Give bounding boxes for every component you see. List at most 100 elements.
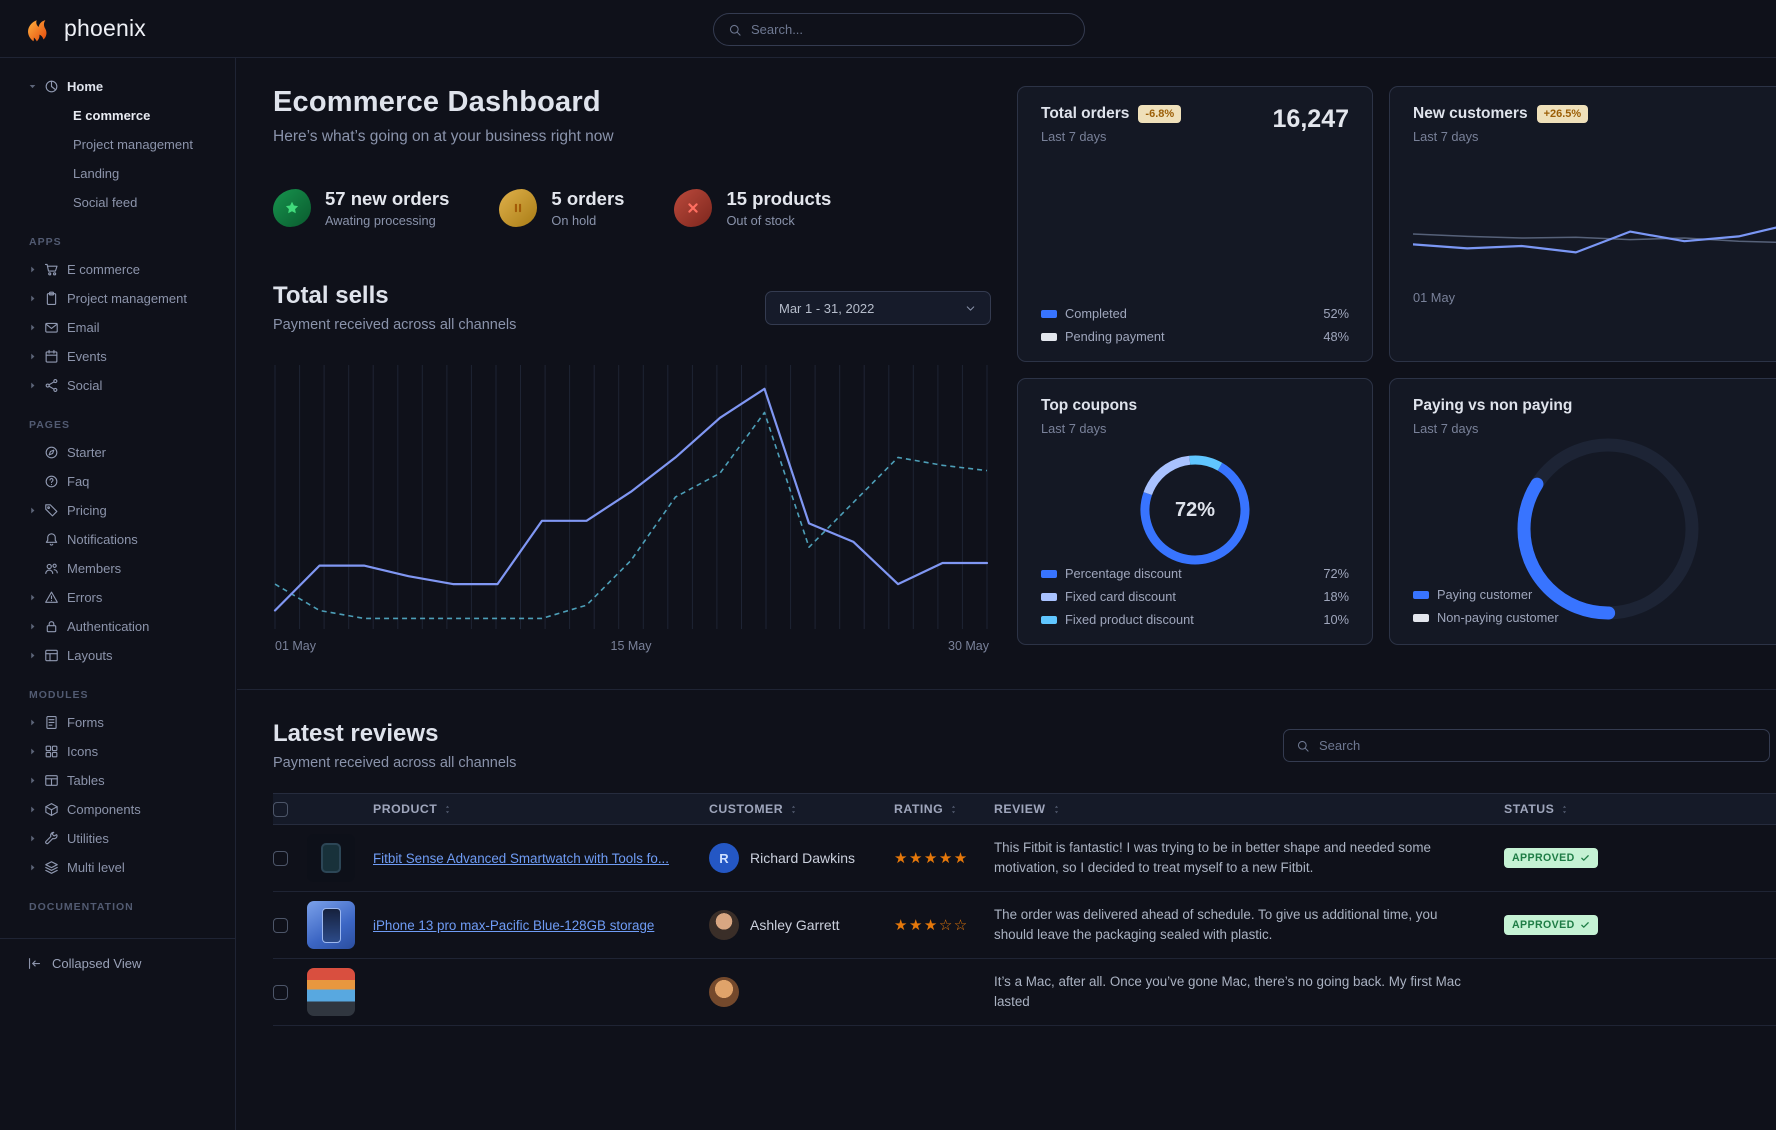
sidebar-item-components[interactable]: Components bbox=[0, 795, 235, 824]
sidebar-item-utilities[interactable]: Utilities bbox=[0, 824, 235, 853]
review-text: It’s a Mac, after all. Once you’ve gone … bbox=[994, 973, 1461, 1009]
sidebar-item-e-commerce[interactable]: E commerce bbox=[0, 101, 235, 130]
compass-icon bbox=[44, 445, 67, 460]
donut-center-value: 72% bbox=[1174, 498, 1216, 521]
sidebar-item-label: Members bbox=[67, 561, 122, 576]
reviews-search-input[interactable] bbox=[1319, 738, 1757, 753]
sidebar-item-e-commerce[interactable]: E commerce bbox=[0, 255, 235, 284]
sidebar-section-label-pages: PAGES bbox=[29, 419, 70, 431]
collapse-icon bbox=[27, 956, 42, 971]
sort-icon bbox=[1051, 804, 1062, 815]
stat-on-hold: 5 orders On hold bbox=[499, 188, 624, 228]
sidebar-item-multi-level[interactable]: Multi level bbox=[0, 853, 235, 882]
legend-item-fixed-card-discount: Fixed card discount 18% bbox=[1041, 586, 1349, 607]
sidebar-item-tables[interactable]: Tables bbox=[0, 766, 235, 795]
question-icon bbox=[44, 474, 67, 489]
sidebar-item-members[interactable]: Members bbox=[0, 554, 235, 583]
sidebar-item-pricing[interactable]: Pricing bbox=[0, 496, 235, 525]
sidebar-item-label: Events bbox=[67, 349, 107, 364]
legend-item-non-paying-customer: Non-paying customer bbox=[1413, 607, 1623, 628]
customer-name[interactable]: Richard Dawkins bbox=[750, 850, 856, 866]
sidebar-collapse-toggle[interactable]: Collapsed View bbox=[0, 938, 235, 987]
date-range-select[interactable]: Mar 1 - 31, 2022 bbox=[765, 291, 991, 325]
table-icon bbox=[44, 773, 67, 788]
caret-right-icon bbox=[27, 264, 44, 275]
sidebar-item-project-management[interactable]: Project management bbox=[0, 130, 235, 159]
column-header-status[interactable]: STATUS bbox=[1504, 802, 1776, 816]
total-orders-value: 16,247 bbox=[1272, 105, 1349, 133]
card-period: Last 7 days bbox=[1413, 421, 1479, 436]
svg-text:30 May: 30 May bbox=[948, 639, 990, 653]
caret-right-icon bbox=[27, 293, 44, 304]
row-checkbox[interactable] bbox=[273, 984, 288, 1000]
trend-badge: -6.8% bbox=[1138, 105, 1182, 123]
calendar-icon bbox=[44, 349, 67, 364]
sidebar-item-social-feed[interactable]: Social feed bbox=[0, 188, 235, 217]
sidebar-item-icons[interactable]: Icons bbox=[0, 737, 235, 766]
navbar-search[interactable] bbox=[713, 13, 1085, 46]
row-checkbox[interactable] bbox=[273, 917, 288, 933]
legend-label: Paying customer bbox=[1437, 587, 1533, 602]
cube-icon bbox=[44, 802, 67, 817]
search-icon bbox=[1296, 739, 1310, 753]
sidebar-item-social[interactable]: Social bbox=[0, 371, 235, 400]
sidebar-item-label: Social feed bbox=[73, 195, 138, 210]
sidebar-item-email[interactable]: Email bbox=[0, 313, 235, 342]
column-header-customer[interactable]: CUSTOMER bbox=[709, 802, 894, 816]
sidebar-item-label: E commerce bbox=[73, 108, 151, 123]
legend-label: Fixed card discount bbox=[1065, 589, 1176, 604]
caret-right-icon bbox=[27, 380, 44, 391]
sidebar-item-starter[interactable]: Starter bbox=[0, 438, 235, 467]
top-coupons-card: Top coupons Last 7 days 72% Percentage d… bbox=[1017, 378, 1373, 645]
legend-swatch bbox=[1041, 569, 1057, 578]
stat-value: 15 products bbox=[726, 188, 832, 209]
caret-right-icon bbox=[27, 650, 44, 661]
sidebar-item-authentication[interactable]: Authentication bbox=[0, 612, 235, 641]
sidebar-item-notifications[interactable]: Notifications bbox=[0, 525, 235, 554]
sidebar-item-label: Starter bbox=[67, 445, 107, 460]
pause-icon bbox=[499, 189, 538, 227]
lock-icon bbox=[44, 619, 67, 634]
stat-cards-grid: Total orders -6.8% Last 7 days 16,247 Co… bbox=[1017, 86, 1776, 655]
status-badge: APPROVED bbox=[1504, 915, 1598, 935]
product-link[interactable]: Fitbit Sense Advanced Smartwatch with To… bbox=[373, 850, 669, 866]
sidebar-item-errors[interactable]: Errors bbox=[0, 583, 235, 612]
sidebar-item-label: Tables bbox=[67, 773, 105, 788]
select-all-checkbox[interactable] bbox=[273, 801, 288, 817]
legend-value: 10% bbox=[1323, 612, 1349, 627]
paying-legend: Paying customer Non-paying customer bbox=[1413, 584, 1623, 628]
search-input[interactable] bbox=[751, 22, 1070, 37]
sidebar-section-label-apps: APPS bbox=[29, 236, 62, 248]
product-link[interactable]: iPhone 13 pro max-Pacific Blue-128GB sto… bbox=[373, 917, 655, 933]
reviews-table: PRODUCT CUSTOMER RATING REVIEW STATUS Fi… bbox=[273, 793, 1776, 1026]
sidebar-item-label: Multi level bbox=[67, 860, 125, 875]
brand[interactable]: phoenix bbox=[24, 14, 146, 44]
product-thumbnail[interactable] bbox=[307, 968, 355, 1016]
column-header-product[interactable]: PRODUCT bbox=[373, 802, 709, 816]
reviews-search[interactable] bbox=[1283, 729, 1770, 762]
sidebar-item-label: Authentication bbox=[67, 619, 150, 634]
legend-swatch bbox=[1413, 613, 1429, 622]
sidebar-item-project-management[interactable]: Project management bbox=[0, 284, 235, 313]
product-thumbnail[interactable] bbox=[307, 834, 355, 882]
new-customers-card: New customers +26.5% Last 7 days 01 May bbox=[1389, 86, 1776, 362]
card-title: Total orders bbox=[1041, 105, 1130, 122]
legend-swatch bbox=[1041, 309, 1057, 318]
top-coupons-donut-chart: 72% bbox=[1137, 452, 1253, 568]
total-orders-bar-chart bbox=[1041, 154, 1349, 246]
column-header-rating[interactable]: RATING bbox=[894, 802, 994, 816]
product-thumbnail[interactable] bbox=[307, 901, 355, 949]
row-checkbox[interactable] bbox=[273, 850, 288, 866]
sidebar-item-forms[interactable]: Forms bbox=[0, 708, 235, 737]
caret-right-icon bbox=[27, 322, 44, 333]
column-header-review[interactable]: REVIEW bbox=[994, 802, 1504, 816]
sidebar-item-label: Icons bbox=[67, 744, 99, 759]
sidebar-item-events[interactable]: Events bbox=[0, 342, 235, 371]
sidebar-item-faq[interactable]: Faq bbox=[0, 467, 235, 496]
envelope-icon bbox=[44, 320, 67, 335]
sidebar-item-label: Errors bbox=[67, 590, 103, 605]
customer-name[interactable]: Ashley Garrett bbox=[750, 917, 840, 933]
sidebar-item-landing[interactable]: Landing bbox=[0, 159, 235, 188]
sidebar-item-home[interactable]: Home bbox=[0, 72, 235, 101]
sidebar-item-layouts[interactable]: Layouts bbox=[0, 641, 235, 670]
